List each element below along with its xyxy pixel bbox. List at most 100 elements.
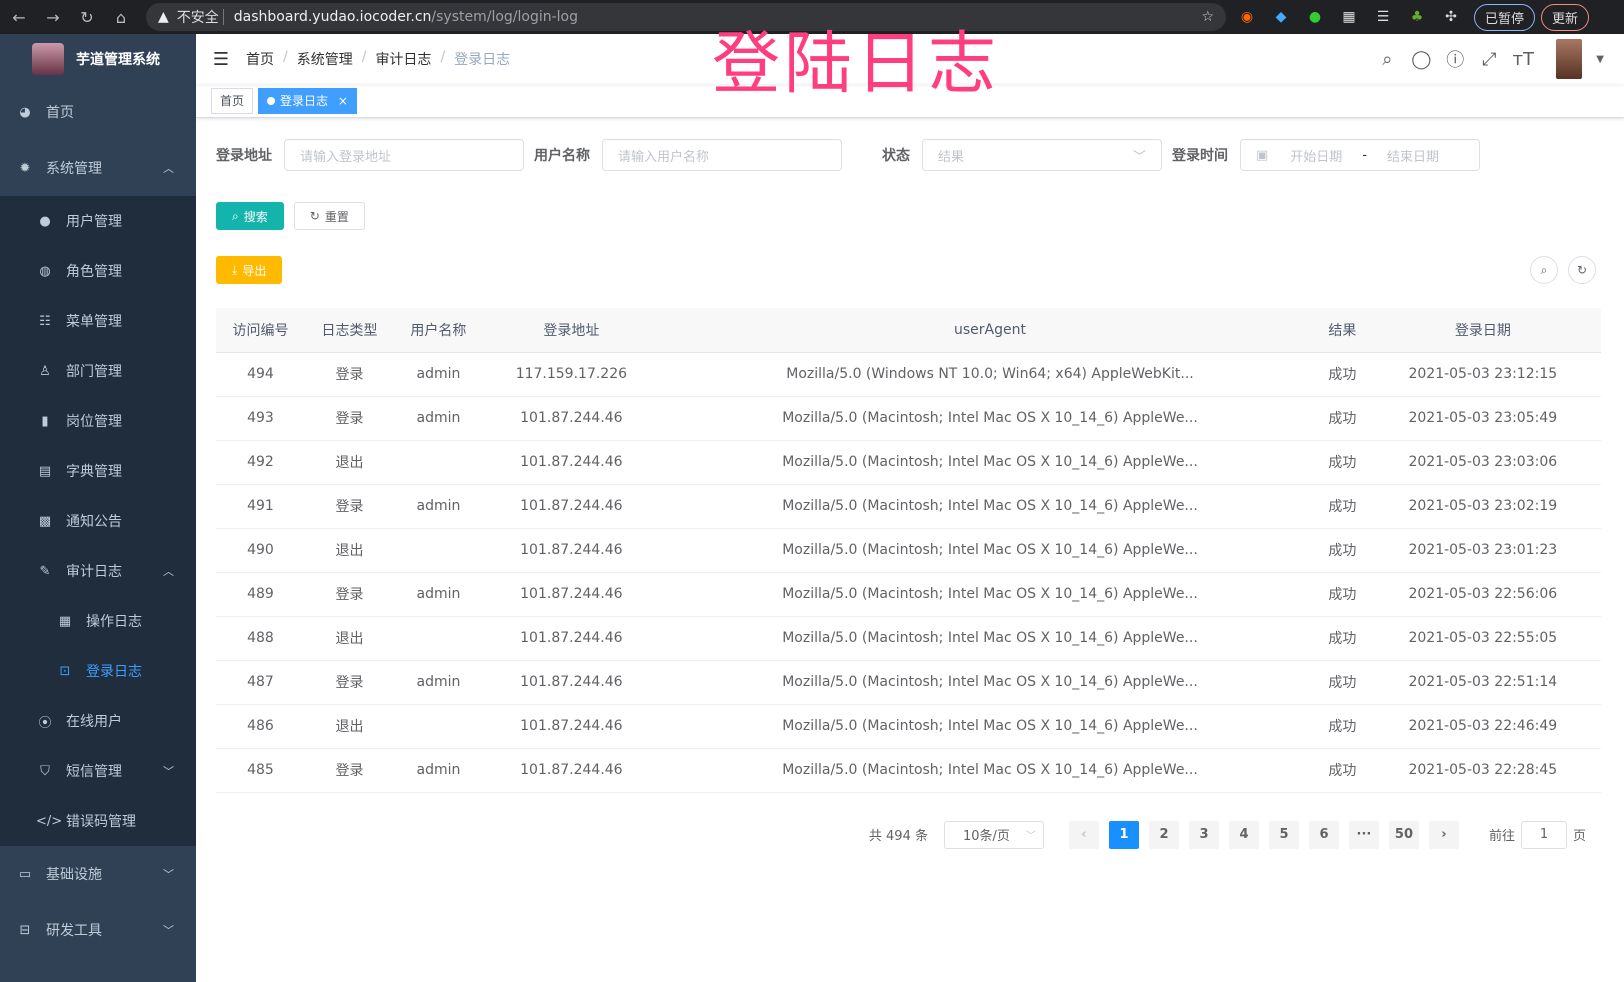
sidebar-item-online[interactable]: ⦿ 在线用户: [0, 696, 196, 746]
close-icon[interactable]: ×: [337, 93, 348, 108]
table-cell: 2021-05-03 23:03:06: [1364, 440, 1601, 485]
table-row[interactable]: 494 登录 admin 117.159.17.226 Mozilla/5.0 (Win…: [216, 352, 1601, 397]
status-select[interactable]: 结果 ﹀: [922, 139, 1162, 171]
refresh-icon[interactable]: ↻: [1568, 256, 1596, 284]
extension-icon[interactable]: ☰: [1376, 9, 1390, 25]
table-row[interactable]: 486 退出 101.87.244.46 Mozilla/5.0 (Macintosh…: [216, 704, 1601, 749]
hamburger-icon[interactable]: ☰: [212, 48, 230, 70]
search-icon[interactable]: ⌕: [1382, 48, 1393, 70]
puzzle-icon[interactable]: ✣: [1445, 9, 1457, 25]
back-icon[interactable]: ←: [12, 7, 26, 27]
address-input[interactable]: 请输入登录地址: [284, 139, 524, 171]
extension-icon[interactable]: ◆: [1275, 9, 1287, 25]
sidebar-item-sms[interactable]: ⛉ 短信管理 ﹀: [0, 746, 196, 796]
table-cell: 登录: [304, 572, 394, 617]
dot-icon: [267, 96, 276, 105]
placeholder: 结果: [938, 149, 965, 165]
page-button[interactable]: 4: [1228, 820, 1259, 849]
font-size-icon[interactable]: ᴛT: [1512, 48, 1535, 70]
profile-button[interactable]: 已暂停: [1474, 3, 1536, 31]
submenu-audit: ▦ 操作日志 ⊡ 登录日志: [0, 596, 196, 696]
github-icon[interactable]: ◯: [1411, 48, 1432, 70]
app-logo[interactable]: 芋道管理系统: [0, 34, 196, 84]
extension-icon[interactable]: ◉: [1240, 9, 1254, 25]
breadcrumb: 首页 / 系统管理 / 审计日志 / 登录日志: [246, 49, 511, 68]
table-cell: 101.87.244.46: [482, 572, 660, 617]
sidebar-item-audit[interactable]: ✎ 审计日志 ︿: [0, 546, 196, 596]
breadcrumb-item[interactable]: 首页: [246, 52, 274, 68]
goto-page-input[interactable]: 1: [1520, 820, 1567, 849]
page-button[interactable]: 50: [1388, 820, 1419, 849]
page-button[interactable]: 3: [1188, 820, 1219, 849]
sidebar-item-notice[interactable]: ▩ 通知公告: [0, 496, 196, 546]
sidebar-item-user[interactable]: ● 用户管理: [0, 196, 196, 246]
date-range-picker[interactable]: ▣ 开始日期 - 结束日期: [1240, 139, 1480, 171]
fullscreen-icon[interactable]: ⤢: [1482, 48, 1497, 70]
extension-icon[interactable]: ▦: [1342, 9, 1356, 25]
breadcrumb-item[interactable]: 系统管理: [296, 52, 353, 68]
sidebar-item-login-log[interactable]: ⊡ 登录日志: [0, 646, 196, 696]
start-date[interactable]: 开始日期: [1290, 149, 1343, 165]
toggle-search-icon[interactable]: ⌕: [1530, 256, 1558, 284]
forward-icon[interactable]: →: [46, 7, 60, 27]
sidebar-item-tool[interactable]: ⊟ 研发工具 ﹀: [0, 902, 196, 958]
table-cell: admin: [393, 748, 483, 793]
next-page-button[interactable]: ›: [1428, 820, 1459, 849]
table-row[interactable]: 493 登录 admin 101.87.244.46 Mozilla/5.0 (Maci…: [216, 396, 1601, 441]
sidebar-item-infra[interactable]: ▭ 基础设施 ﹀: [0, 846, 196, 902]
label: 用户管理: [66, 214, 122, 230]
search-button[interactable]: ⌕ 搜索: [216, 202, 284, 230]
bookmark-star-icon[interactable]: ☆: [1201, 9, 1214, 25]
table-cell: 成功: [1320, 616, 1365, 661]
tag-login-log[interactable]: 登录日志 ×: [258, 87, 357, 114]
page-size-select[interactable]: 10条/页 ﹀: [943, 820, 1044, 849]
sidebar-item-menu[interactable]: ☷ 菜单管理: [0, 296, 196, 346]
table-row[interactable]: 492 退出 101.87.244.46 Mozilla/5.0 (Macintosh…: [216, 440, 1601, 485]
table-cell: 退出: [304, 440, 394, 485]
page-button[interactable]: 1: [1108, 820, 1139, 849]
table-row[interactable]: 487 登录 admin 101.87.244.46 Mozilla/5.0 (Maci…: [216, 660, 1601, 705]
navbar: ☰ 首页 / 系统管理 / 审计日志 / 登录日志 登陆日志 ⌕ ◯ ⓘ ⤢ ᴛT ▼: [196, 25, 1624, 104]
table-cell: 101.87.244.46: [482, 748, 660, 793]
sidebar-item-dict[interactable]: ▤ 字典管理: [0, 446, 196, 496]
table-row[interactable]: 489 登录 admin 101.87.244.46 Mozilla/5.0 (Maci…: [216, 572, 1601, 617]
sidebar-item-dept[interactable]: ♙ 部门管理: [0, 346, 196, 396]
sidebar-item-operate-log[interactable]: ▦ 操作日志: [0, 596, 196, 646]
tree-icon: ♙: [39, 363, 51, 379]
label: 字典管理: [66, 464, 122, 480]
update-button[interactable]: 更新: [1541, 3, 1590, 31]
reload-icon[interactable]: ↻: [80, 7, 94, 27]
prev-page-button[interactable]: ‹: [1068, 820, 1099, 849]
message-icon: ▩: [38, 513, 52, 529]
username-input[interactable]: 请输入用户名称: [602, 139, 842, 171]
breadcrumb-item[interactable]: 审计日志: [375, 52, 432, 68]
sidebar-item-role[interactable]: ◍ 角色管理: [0, 246, 196, 296]
table-row[interactable]: 488 退出 101.87.244.46 Mozilla/5.0 (Macintosh…: [216, 616, 1601, 661]
page-button[interactable]: 5: [1268, 820, 1299, 849]
table-cell: Mozilla/5.0 (Macintosh; Intel Mac OS X 1…: [659, 616, 1321, 661]
end-date[interactable]: 结束日期: [1387, 149, 1440, 165]
table-row[interactable]: 485 登录 admin 101.87.244.46 Mozilla/5.0 (Maci…: [216, 748, 1601, 793]
reset-button[interactable]: ↻ 重置: [293, 202, 365, 230]
home-icon[interactable]: ⌂: [115, 7, 127, 27]
table-row[interactable]: 491 登录 admin 101.87.244.46 Mozilla/5.0 (Maci…: [216, 484, 1601, 529]
url: dashboard.yudao.iocoder.cn/system/log/lo…: [222, 9, 578, 25]
address-bar[interactable]: ▲ 不安全 dashboard.yudao.iocoder.cn/system/…: [146, 3, 1226, 31]
extension-icon[interactable]: ●: [1308, 9, 1322, 25]
tag-home[interactable]: 首页: [211, 87, 254, 114]
table-row[interactable]: 490 退出 101.87.244.46 Mozilla/5.0 (Macintosh…: [216, 528, 1601, 573]
sidebar-item-system[interactable]: ✹ 系统管理 ︿: [0, 140, 196, 196]
caret-down-icon[interactable]: ▼: [1596, 53, 1604, 65]
question-icon[interactable]: ⓘ: [1446, 50, 1465, 71]
avatar[interactable]: [1556, 39, 1583, 79]
page-button[interactable]: ···: [1348, 820, 1379, 849]
export-button[interactable]: ⤓ 导出: [216, 256, 283, 284]
sidebar-item-home[interactable]: ◕ 首页: [0, 84, 196, 140]
page-button[interactable]: 2: [1148, 820, 1179, 849]
page-button[interactable]: 6: [1308, 820, 1339, 849]
extension-icon[interactable]: ♣: [1410, 9, 1424, 25]
sidebar-item-post[interactable]: ▮ 岗位管理: [0, 396, 196, 446]
sidebar-item-errorcode[interactable]: </> 错误码管理: [0, 796, 196, 846]
table-cell: admin: [393, 572, 483, 617]
table-cell: 487: [216, 660, 305, 705]
